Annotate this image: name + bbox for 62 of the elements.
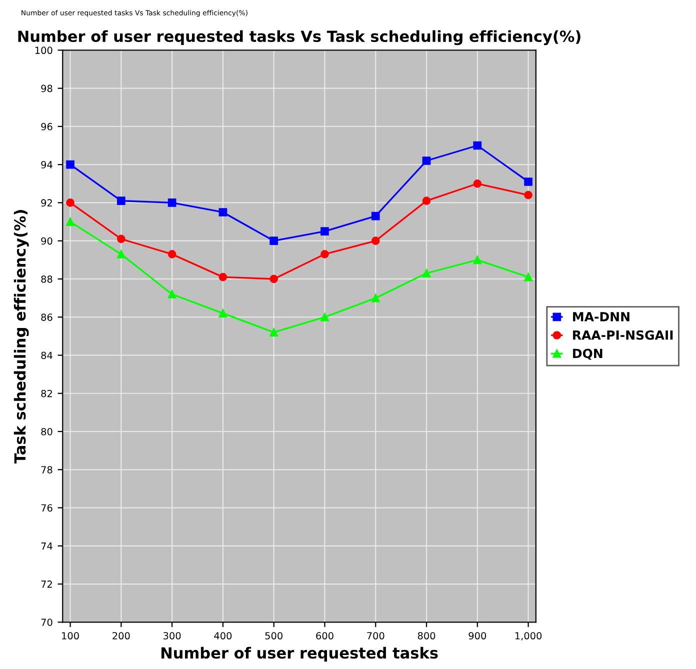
- legend-label: DQN: [573, 348, 602, 360]
- x-tick-label: 700: [367, 632, 384, 640]
- y-tick-label: 74: [41, 542, 52, 550]
- chart-title: Number of user requested tasks Vs Task scheduling efficiency(%): [18, 30, 580, 46]
- y-tick-label: 80: [41, 428, 52, 436]
- point: [422, 156, 431, 165]
- x-tick-label: 900: [468, 632, 486, 640]
- x-tick-label: 200: [112, 632, 130, 640]
- y-tick-label: 98: [41, 84, 52, 92]
- point: [473, 256, 482, 264]
- point: [320, 250, 329, 258]
- y-tick-label: 88: [41, 275, 52, 283]
- y-tick-label: 84: [41, 352, 52, 360]
- point: [320, 227, 329, 236]
- point: [320, 312, 329, 322]
- point: [524, 272, 532, 282]
- y-tick-label: 82: [41, 390, 52, 398]
- x-tick-label: 1,000: [515, 632, 542, 640]
- x-axis-title: Number of user requested tasks: [161, 646, 438, 662]
- x-tick-label: 300: [164, 632, 181, 640]
- y-tick-label: 70: [41, 618, 52, 626]
- point: [218, 272, 228, 282]
- point: [66, 160, 74, 169]
- point: [218, 208, 228, 216]
- y-tick-label: 90: [41, 237, 52, 245]
- point: [473, 179, 482, 188]
- point: [371, 236, 380, 246]
- y-tick-label: 86: [41, 314, 52, 321]
- x-tick-label: 400: [214, 632, 232, 640]
- point: [371, 294, 380, 302]
- point: [168, 290, 176, 298]
- y-tick-label: 76: [41, 504, 52, 512]
- x-tick-label: 500: [265, 632, 282, 640]
- point: [270, 274, 278, 284]
- y-tick-label: 78: [41, 466, 52, 474]
- y-tick-label: 96: [41, 122, 52, 130]
- point: [270, 236, 278, 246]
- point: [422, 196, 431, 205]
- point: [371, 212, 380, 220]
- legend-label: RAA-PI-NSGAII: [573, 330, 673, 340]
- point: [116, 234, 126, 244]
- point: [66, 218, 74, 226]
- y-tick-label: 92: [41, 199, 52, 207]
- y-axis-title: Task scheduling efficiency(%): [14, 210, 29, 464]
- x-tick-label: 100: [62, 632, 79, 640]
- point: [168, 198, 176, 207]
- point: [524, 178, 532, 186]
- y-tick-label: 94: [41, 161, 52, 168]
- point: [116, 196, 126, 205]
- y-tick-label: 100: [35, 46, 52, 54]
- x-tick-label: 800: [418, 632, 436, 640]
- point: [270, 328, 278, 337]
- legend-label: MA-DNN: [573, 312, 630, 322]
- point: [116, 250, 126, 258]
- point: [422, 269, 431, 278]
- point: [524, 190, 532, 200]
- point: [66, 198, 74, 207]
- point: [168, 250, 176, 258]
- x-tick-label: 600: [316, 632, 334, 640]
- point: [218, 309, 228, 318]
- point: [473, 141, 482, 150]
- y-tick-label: 72: [41, 580, 52, 588]
